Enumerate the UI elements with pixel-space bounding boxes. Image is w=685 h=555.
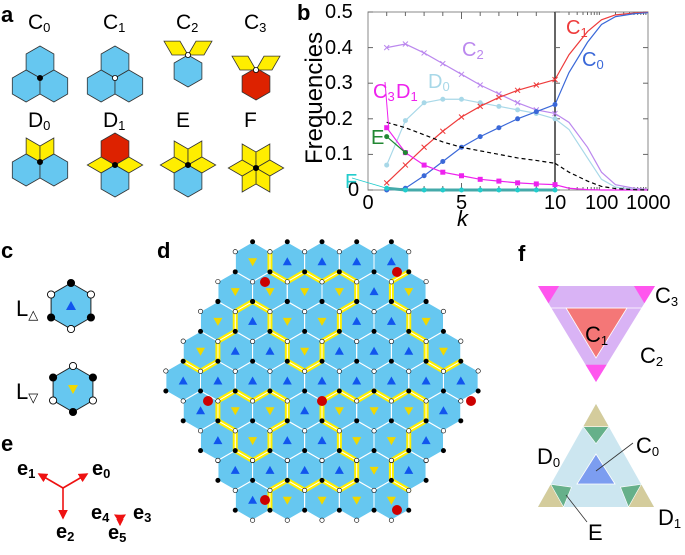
series-c1 xyxy=(383,11,649,186)
x-axis-label: k xyxy=(457,206,468,231)
y-tick-label: 0.1 xyxy=(325,143,353,166)
x-tick-label: 5 xyxy=(456,192,468,214)
series-label-c1: C1 xyxy=(566,17,588,40)
config-label-c3: C3 xyxy=(244,11,267,35)
defect-marker xyxy=(317,396,327,406)
config-label-c2: C2 xyxy=(176,11,199,35)
panel-a-config-diagrams xyxy=(11,40,285,198)
series-label-c3: C3 xyxy=(373,81,395,104)
phase-label-d1: D1 xyxy=(658,505,682,531)
series-label-c0: C0 xyxy=(582,49,604,72)
y-tick-label: 0.3 xyxy=(325,72,353,95)
panel-d-letter: d xyxy=(157,238,171,263)
vector-label-e4: e4 xyxy=(91,502,110,525)
panel-c-unit-cells xyxy=(47,278,97,417)
panel-f-letter: f xyxy=(518,241,526,266)
cell-label-down: L▽ xyxy=(16,379,39,405)
y-tick-label: 0.5 xyxy=(325,1,353,23)
phase-label-e: E xyxy=(588,520,603,545)
phase-label-c3: C3 xyxy=(655,283,679,309)
frequency-chart xyxy=(351,11,649,193)
series-e xyxy=(384,134,408,156)
vector-label-e5: e5 xyxy=(108,522,127,545)
defect-marker xyxy=(466,396,476,406)
config-label-c1: C1 xyxy=(103,11,126,35)
vector-label-e1: e1 xyxy=(17,458,36,481)
x-tick-label: 1000 xyxy=(626,192,671,214)
config-label-d0: D0 xyxy=(28,109,51,133)
red-defects xyxy=(203,267,476,515)
x-tick-label: 0 xyxy=(362,192,374,214)
defect-marker xyxy=(260,277,270,287)
series-label-f: F xyxy=(345,171,358,193)
series-label-c2: C2 xyxy=(462,39,484,62)
defect-marker xyxy=(392,267,402,277)
series-label-e: E xyxy=(371,127,385,149)
panel-c-letter: c xyxy=(1,238,14,263)
phase-label-c0: C0 xyxy=(636,433,660,459)
cell-label-up: L△ xyxy=(16,296,39,322)
defect-marker xyxy=(392,505,402,515)
config-label-c0: C0 xyxy=(28,11,51,35)
panel-a-letter: a xyxy=(1,2,14,27)
vector-label-e3: e3 xyxy=(133,502,152,525)
config-label-f: F xyxy=(244,109,257,132)
series-label-d1: D1 xyxy=(396,81,418,104)
vector-label-e0: e0 xyxy=(92,458,111,481)
phase-label-c1: C1 xyxy=(585,322,609,348)
vertex-spins xyxy=(163,239,481,523)
panel-e-letter: e xyxy=(1,431,14,456)
panel-b-letter: b xyxy=(297,0,311,25)
y-tick-label: 0 xyxy=(348,179,360,201)
config-label-d1: D1 xyxy=(103,109,126,133)
lattice-vectors-diagram xyxy=(37,473,127,527)
defect-marker xyxy=(203,396,213,406)
x-tick-label: 10 xyxy=(544,192,567,214)
sublattice-triangles xyxy=(178,257,466,505)
config-label-e: E xyxy=(176,109,191,132)
series-c0 xyxy=(384,12,649,193)
series-label-d0: D0 xyxy=(428,71,450,94)
series-dashed xyxy=(386,121,649,191)
vector-label-e2: e2 xyxy=(56,521,75,544)
y-tick-label: 0.2 xyxy=(325,107,353,130)
x-tick-label: 100 xyxy=(585,192,619,214)
y-tick-label: 0.4 xyxy=(325,36,353,59)
phase-label-d0: D0 xyxy=(537,444,561,470)
phase-label-c2: C2 xyxy=(640,343,664,369)
defect-marker xyxy=(260,495,270,505)
